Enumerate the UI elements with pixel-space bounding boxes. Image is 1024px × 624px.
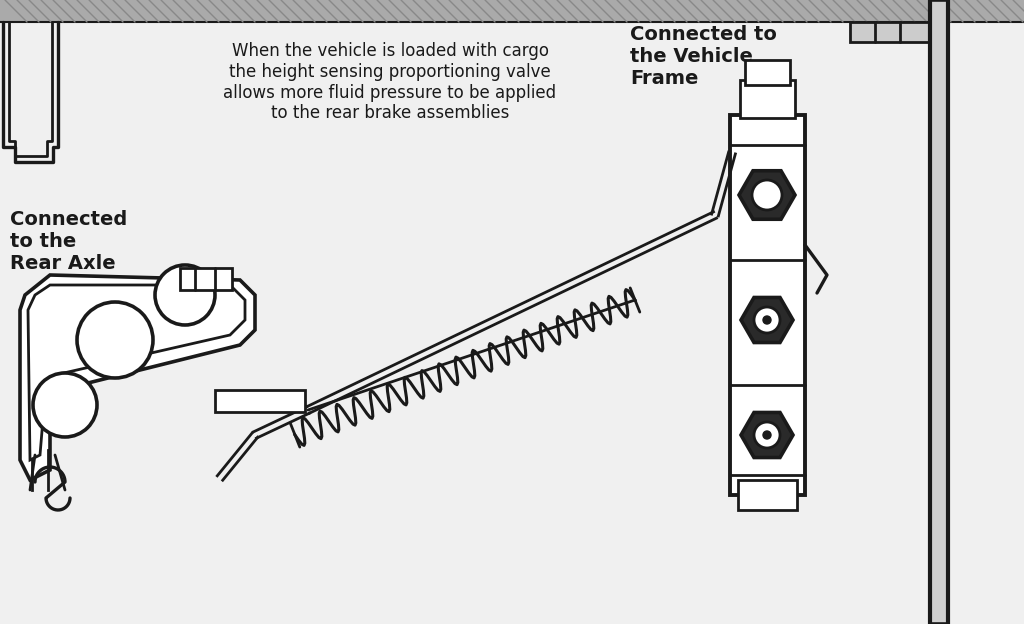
Polygon shape (741, 412, 793, 457)
Text: When the vehicle is loaded with cargo
the height sensing proportioning valve
all: When the vehicle is loaded with cargo th… (223, 42, 557, 122)
Bar (0, 0, 1024, 22)
Bar (740, 80, 795, 118)
Circle shape (754, 307, 780, 333)
Bar (745, 60, 790, 85)
Bar (738, 480, 797, 510)
Text: Connected
to the
Rear Axle: Connected to the Rear Axle (10, 210, 127, 273)
Bar (730, 115, 805, 495)
Circle shape (763, 431, 771, 439)
Text: Connected to
the Vehicle
Frame: Connected to the Vehicle Frame (630, 25, 777, 88)
Polygon shape (28, 285, 245, 460)
Polygon shape (741, 298, 793, 343)
Polygon shape (20, 275, 255, 480)
Circle shape (77, 302, 153, 378)
Circle shape (752, 180, 782, 210)
Bar (930, 0, 948, 624)
Polygon shape (739, 171, 795, 219)
Circle shape (754, 422, 780, 448)
Circle shape (33, 373, 97, 437)
Circle shape (155, 265, 215, 325)
Bar (850, 22, 930, 42)
Bar (180, 268, 232, 290)
Bar (215, 390, 305, 412)
Circle shape (763, 316, 771, 324)
